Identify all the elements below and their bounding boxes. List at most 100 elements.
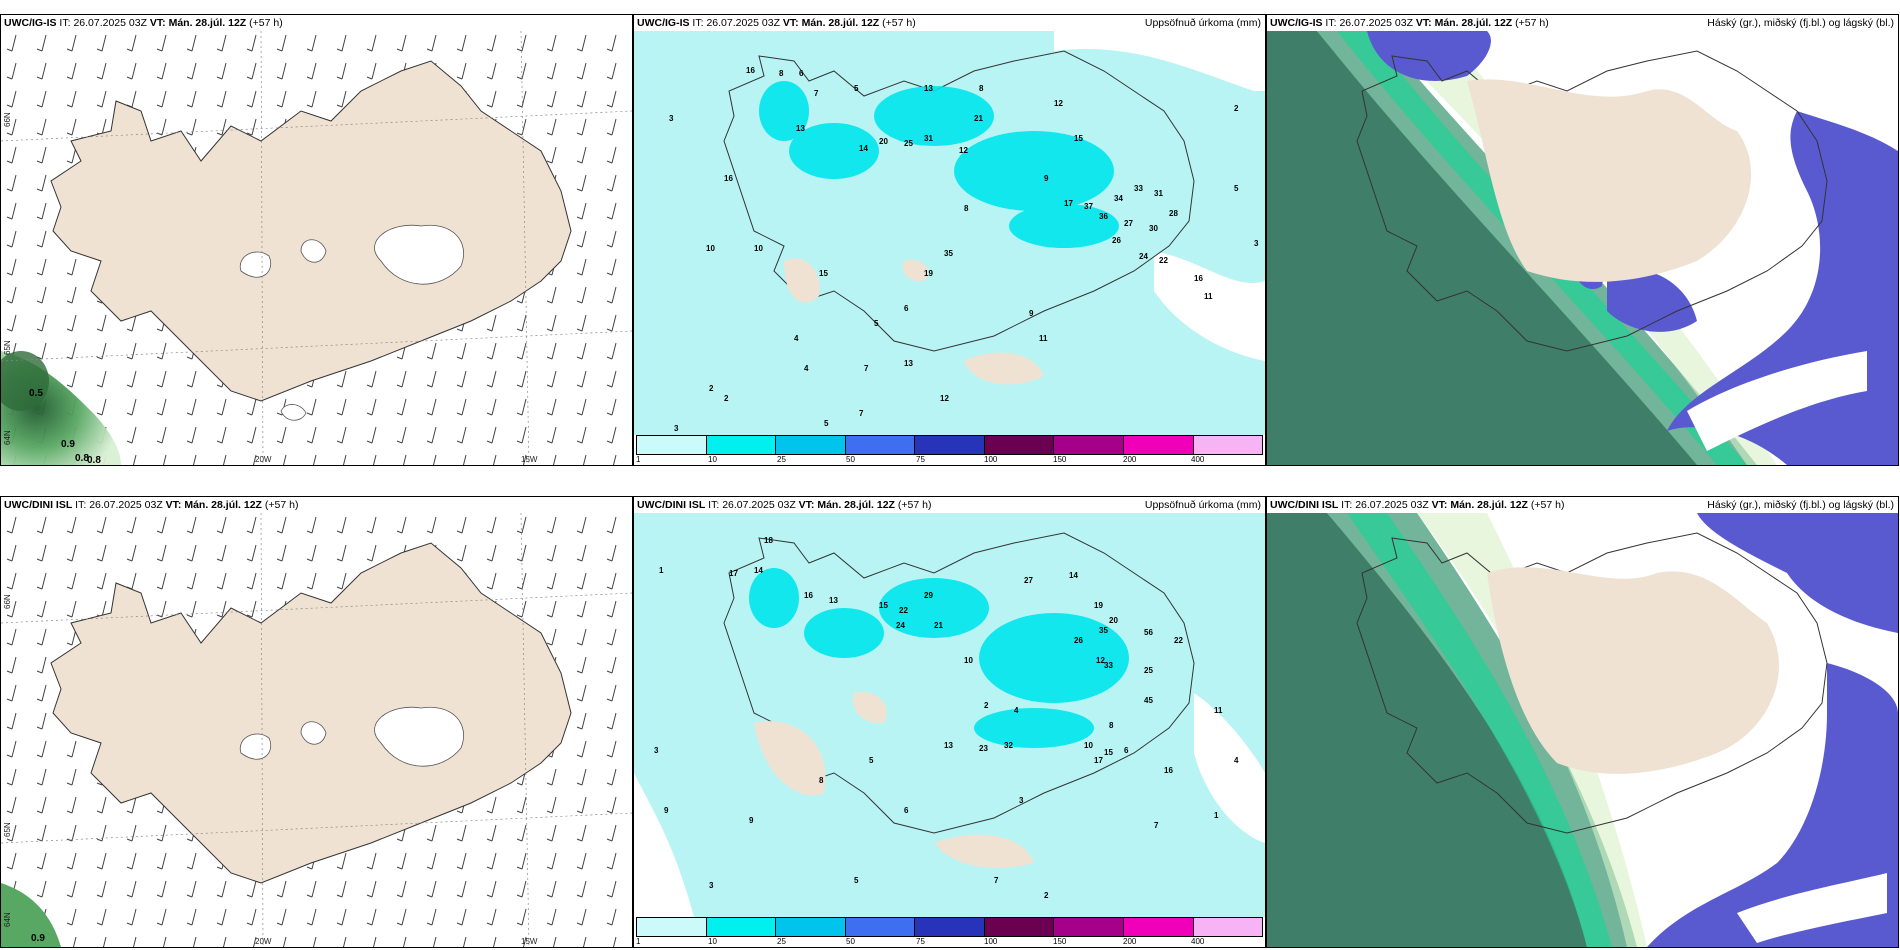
svg-text:56: 56 bbox=[1144, 628, 1153, 637]
svg-text:31: 31 bbox=[924, 134, 933, 143]
precip-title: Uppsöfnuð úrkoma (mm) bbox=[1144, 499, 1261, 511]
svg-text:13: 13 bbox=[796, 124, 805, 133]
svg-text:37: 37 bbox=[1084, 202, 1093, 211]
svg-text:3: 3 bbox=[1019, 796, 1024, 805]
svg-text:3: 3 bbox=[1254, 239, 1259, 248]
legend-swatch bbox=[637, 918, 707, 936]
legend-swatch bbox=[1123, 918, 1194, 936]
precip-panel-row2: UWC/DINI ISL IT: 26.07.2025 03Z VT: Mán.… bbox=[633, 496, 1266, 948]
svg-text:8: 8 bbox=[979, 84, 984, 93]
cloud-panel-row1: UWC/IG-IS IT: 26.07.2025 03Z VT: Mán. 28… bbox=[1266, 14, 1899, 466]
svg-text:6: 6 bbox=[904, 304, 909, 313]
wind-panel-row1: UWC/IG-IS IT: 26.07.2025 03Z VT: Mán. 28… bbox=[0, 14, 633, 466]
legend-swatch bbox=[637, 436, 707, 454]
lat-label: 66N bbox=[3, 594, 12, 609]
legend-swatch bbox=[1054, 918, 1124, 936]
svg-text:9: 9 bbox=[749, 816, 754, 825]
svg-text:35: 35 bbox=[1099, 626, 1108, 635]
svg-text:45: 45 bbox=[1144, 696, 1153, 705]
svg-text:23: 23 bbox=[979, 744, 988, 753]
svg-text:8: 8 bbox=[779, 69, 784, 78]
precip-number-labels: 3 16 8 6 5 7 13 14 20 25 31 12 13 8 21 1… bbox=[669, 66, 1259, 433]
svg-text:3: 3 bbox=[709, 881, 714, 890]
wind-value-label: 0.9 bbox=[31, 933, 45, 944]
cloud-panel-row2: UWC/DINI ISL IT: 26.07.2025 03Z VT: Mán.… bbox=[1266, 496, 1899, 948]
wind-map: 0.5 0.9 0.8 0.8 bbox=[1, 31, 632, 465]
svg-text:4: 4 bbox=[1014, 706, 1019, 715]
svg-text:20: 20 bbox=[1109, 616, 1118, 625]
lat-label: 64N bbox=[3, 912, 12, 927]
precip-title: Uppsöfnuð úrkoma (mm) bbox=[1144, 17, 1261, 29]
svg-text:6: 6 bbox=[904, 806, 909, 815]
panel-header: UWC/IG-IS IT: 26.07.2025 03Z VT: Mán. 28… bbox=[634, 15, 1265, 31]
panel-header: UWC/IG-IS IT: 26.07.2025 03Z VT: Mán. 28… bbox=[1267, 15, 1898, 31]
svg-text:21: 21 bbox=[934, 621, 943, 630]
precip-number-labels: 1 3 18 14 16 13 17 15 22 29 21 24 27 14 … bbox=[654, 536, 1239, 900]
legend-swatch bbox=[1193, 436, 1263, 454]
svg-text:14: 14 bbox=[754, 566, 763, 575]
lat-label: 66N bbox=[3, 112, 12, 127]
svg-text:8: 8 bbox=[819, 776, 824, 785]
cloud-map bbox=[1267, 31, 1898, 465]
svg-text:33: 33 bbox=[1104, 661, 1113, 670]
precip-legend: 1 10 25 50 75 100 150 200 400 bbox=[636, 917, 1263, 946]
precip-map: 3 16 8 6 5 7 13 14 20 25 31 12 13 8 21 1… bbox=[634, 31, 1265, 435]
wind-value-label: 0.8 bbox=[87, 455, 101, 465]
svg-text:20: 20 bbox=[879, 137, 888, 146]
svg-text:24: 24 bbox=[896, 621, 905, 630]
svg-text:19: 19 bbox=[924, 269, 933, 278]
legend-swatch bbox=[915, 918, 985, 936]
svg-text:27: 27 bbox=[1024, 576, 1033, 585]
svg-text:7: 7 bbox=[859, 409, 864, 418]
svg-text:4: 4 bbox=[804, 364, 809, 373]
svg-text:11: 11 bbox=[1204, 292, 1213, 301]
panel-header: UWC/DINI ISL IT: 26.07.2025 03Z VT: Mán.… bbox=[1267, 497, 1898, 513]
svg-text:7: 7 bbox=[864, 364, 869, 373]
precip-legend: 1 10 25 50 75 100 150 200 400 bbox=[636, 435, 1263, 464]
svg-text:2: 2 bbox=[724, 394, 729, 403]
svg-text:14: 14 bbox=[1069, 571, 1078, 580]
svg-text:5: 5 bbox=[854, 876, 859, 885]
svg-text:22: 22 bbox=[1159, 256, 1168, 265]
svg-text:2: 2 bbox=[984, 701, 989, 710]
svg-text:8: 8 bbox=[964, 204, 969, 213]
svg-text:5: 5 bbox=[854, 84, 859, 93]
svg-text:18: 18 bbox=[764, 536, 773, 545]
panel-header: UWC/DINI ISL IT: 26.07.2025 03Z VT: Mán.… bbox=[634, 497, 1265, 513]
svg-text:30: 30 bbox=[1149, 224, 1158, 233]
svg-text:7: 7 bbox=[814, 89, 819, 98]
svg-text:9: 9 bbox=[664, 806, 669, 815]
svg-text:2: 2 bbox=[1044, 891, 1049, 900]
svg-text:25: 25 bbox=[1144, 666, 1153, 675]
svg-text:22: 22 bbox=[899, 606, 908, 615]
legend-ticks: 1 10 25 50 75 100 150 200 400 bbox=[636, 937, 1205, 946]
svg-text:16: 16 bbox=[724, 174, 733, 183]
svg-text:11: 11 bbox=[1214, 706, 1223, 715]
svg-text:33: 33 bbox=[1134, 184, 1143, 193]
svg-text:36: 36 bbox=[1099, 212, 1108, 221]
legend-swatch bbox=[776, 436, 846, 454]
legend-swatch bbox=[1123, 436, 1194, 454]
svg-text:3: 3 bbox=[674, 424, 679, 433]
svg-text:22: 22 bbox=[1174, 636, 1183, 645]
lon-label: 20W bbox=[255, 937, 272, 946]
svg-text:16: 16 bbox=[1194, 274, 1203, 283]
svg-text:5: 5 bbox=[824, 419, 829, 428]
legend-swatch bbox=[984, 436, 1055, 454]
svg-text:7: 7 bbox=[1154, 821, 1159, 830]
svg-text:17: 17 bbox=[729, 569, 738, 578]
cloud-title: Háský (gr.), miðský (fj.bl.) og lágský (… bbox=[1707, 17, 1894, 29]
svg-text:13: 13 bbox=[924, 84, 933, 93]
svg-text:8: 8 bbox=[1109, 721, 1114, 730]
wind-value-label: 0.9 bbox=[61, 439, 75, 450]
svg-text:6: 6 bbox=[1124, 746, 1129, 755]
legend-swatch bbox=[1193, 918, 1263, 936]
svg-text:11: 11 bbox=[1039, 334, 1048, 343]
svg-text:27: 27 bbox=[1124, 219, 1133, 228]
svg-text:29: 29 bbox=[924, 591, 933, 600]
svg-text:5: 5 bbox=[869, 756, 874, 765]
svg-text:3: 3 bbox=[654, 746, 659, 755]
svg-text:10: 10 bbox=[1084, 741, 1093, 750]
legend-swatch bbox=[845, 918, 916, 936]
precip-map: 1 3 18 14 16 13 17 15 22 29 21 24 27 14 … bbox=[634, 513, 1265, 917]
